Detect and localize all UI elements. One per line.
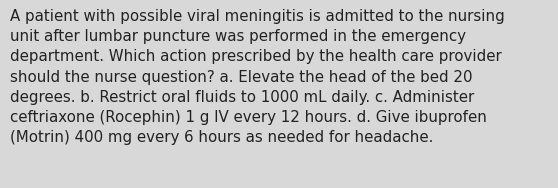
Text: A patient with possible viral meningitis is admitted to the nursing
unit after l: A patient with possible viral meningitis…: [10, 9, 505, 145]
